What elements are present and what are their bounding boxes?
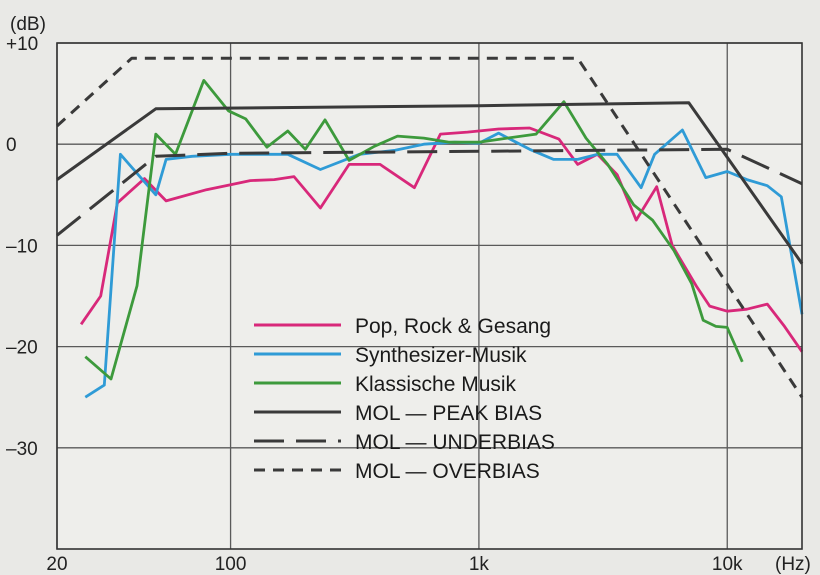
x-tick-label: 10k <box>712 554 743 575</box>
x-tick-label: 100 <box>215 554 247 575</box>
series-line-1 <box>79 126 804 353</box>
y-tick-label: –20 <box>6 338 38 359</box>
series-line-2 <box>84 128 804 399</box>
y-tick-label: +10 <box>6 34 38 55</box>
x-unit-label: (Hz) <box>775 554 811 575</box>
curves <box>55 56 804 399</box>
legend-label-3: Klassische Musik <box>355 373 517 396</box>
legend-label-2: Synthesizer-Musik <box>355 344 527 367</box>
y-tick-label: 0 <box>6 135 17 156</box>
series-line-6 <box>55 56 804 399</box>
series-line-5 <box>56 147 803 237</box>
y-tick-label: –10 <box>6 236 38 257</box>
plot-area <box>57 43 802 549</box>
legend: Pop, Rock & Gesang Synthesizer-Musik Klass… <box>254 315 555 483</box>
x-tick-label: 1k <box>469 554 490 575</box>
y-tick-label: –30 <box>6 439 38 460</box>
x-tick-label: 20 <box>46 554 67 575</box>
legend-label-6: MOL — OVERBIAS <box>355 460 540 483</box>
grid <box>56 42 802 549</box>
plot-frame <box>56 42 803 550</box>
y-unit-label: (dB) <box>10 14 46 35</box>
series-line-4 <box>56 101 804 265</box>
legend-label-1: Pop, Rock & Gesang <box>355 315 551 338</box>
axes: +10 0 –10 –20 –30 (dB) 20 100 1k 10k (Hz) <box>6 14 811 575</box>
legend-label-4: MOL — PEAK BIAS <box>355 402 542 425</box>
legend-label-5: MOL — UNDERBIAS <box>355 431 555 454</box>
series-line-3 <box>84 79 744 381</box>
